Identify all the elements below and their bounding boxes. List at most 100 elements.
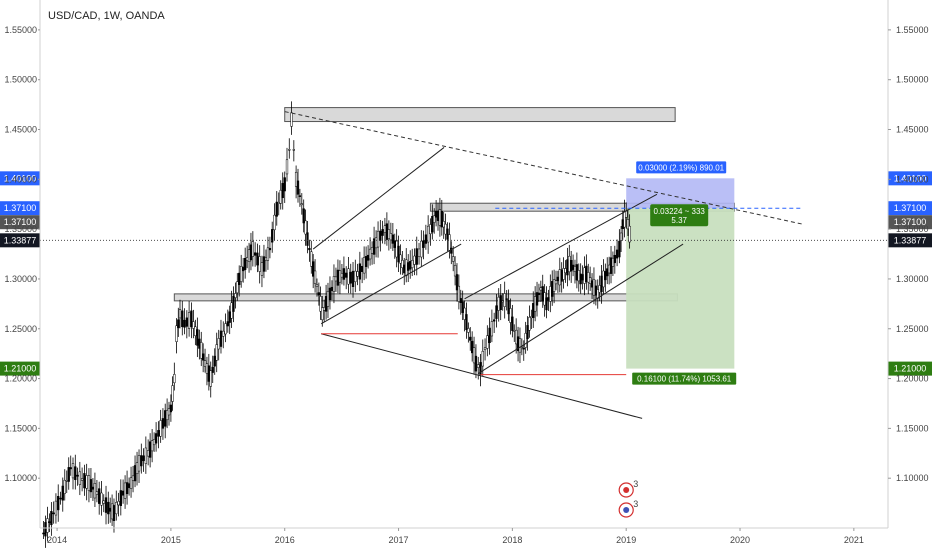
trendline	[321, 333, 643, 419]
candle-body	[326, 290, 330, 307]
candle-body	[323, 307, 326, 311]
candle-body	[164, 410, 167, 427]
candle-body	[554, 280, 558, 285]
y-tick-label-right: 1.55000	[896, 25, 929, 35]
candle-body	[368, 248, 372, 260]
target-label-text: 0.16100 (11.74%) 1053.61	[637, 375, 732, 384]
candle-body	[431, 215, 434, 233]
candle-body	[448, 234, 451, 251]
candle-body	[258, 256, 261, 272]
candle-body	[338, 270, 342, 283]
candle-body	[112, 505, 116, 521]
candle-body	[472, 347, 476, 364]
candle-body	[393, 240, 396, 248]
candle-body	[571, 264, 575, 270]
candle-body	[302, 208, 305, 224]
candle-body	[140, 455, 143, 467]
candle-body	[446, 228, 449, 240]
price-tag-left	[0, 361, 40, 376]
candle-body	[48, 521, 51, 523]
candle-body	[209, 370, 212, 387]
x-tick-label: 2018	[502, 535, 522, 545]
candle-body	[135, 462, 139, 474]
candle-body	[566, 259, 569, 276]
price-tag-left-label: 1.37100	[4, 203, 37, 213]
candle-body	[452, 256, 455, 262]
candle-body	[144, 447, 148, 464]
candle-body	[222, 330, 225, 337]
candle-body	[238, 272, 241, 286]
candle-body	[579, 273, 582, 285]
candle-body	[501, 300, 504, 303]
candle-body	[142, 455, 145, 462]
candle-body	[71, 463, 75, 479]
candle-body	[65, 480, 68, 482]
candle-body	[615, 249, 619, 259]
y-tick-label-right: 1.40000	[896, 174, 929, 184]
candle-body	[290, 112, 293, 127]
candle-body	[342, 268, 346, 280]
candle-body	[541, 286, 544, 302]
candle-body	[609, 257, 613, 274]
zone-box	[284, 107, 676, 123]
candle-body	[52, 512, 55, 515]
target-label-box	[632, 372, 737, 385]
candle-body	[190, 310, 193, 327]
candle-body	[67, 467, 70, 482]
candle-body	[298, 195, 302, 197]
y-tick-label-left: 1.50000	[4, 75, 37, 85]
candle-body	[107, 501, 110, 515]
candle-body	[607, 264, 611, 274]
candle-body	[507, 300, 510, 315]
candle-body	[606, 268, 609, 277]
candle-body	[247, 249, 251, 262]
candle-body	[205, 363, 209, 374]
candle-body	[455, 274, 459, 291]
candle-body	[310, 251, 313, 267]
candle-body	[207, 365, 210, 382]
candle-body	[80, 478, 84, 481]
y-tick-label-right: 1.15000	[896, 423, 929, 433]
candle-body	[251, 241, 255, 257]
price-tag-right-label: 1.37100	[894, 217, 927, 227]
candle-body	[469, 336, 472, 341]
candle-body	[590, 280, 594, 288]
candle-body	[324, 296, 328, 312]
candle-body	[457, 285, 461, 302]
candle-body	[215, 344, 218, 361]
candle-body	[581, 274, 584, 281]
candle-body	[46, 518, 49, 533]
candle-body	[244, 258, 247, 270]
price-tag-right	[888, 233, 932, 248]
candle-body	[74, 466, 77, 481]
candle-body	[63, 479, 66, 494]
candle-body	[366, 254, 370, 261]
candle-body	[173, 374, 176, 384]
candle-body	[196, 329, 199, 346]
candle-body	[129, 477, 133, 489]
candle-body	[109, 507, 112, 512]
price-tag-left	[0, 215, 40, 230]
candle-body	[509, 308, 512, 323]
candle-body	[178, 309, 182, 319]
candle-body	[436, 210, 440, 221]
candle-body	[283, 177, 286, 192]
y-tick-label-left: 1.35000	[4, 224, 37, 234]
price-tag-right	[888, 171, 932, 186]
candle-body	[349, 271, 352, 284]
candle-body	[611, 257, 615, 267]
x-tick-label: 2016	[275, 535, 295, 545]
candle-body	[568, 255, 571, 273]
candle-body	[328, 287, 332, 300]
candle-body	[119, 490, 122, 506]
candle-body	[623, 210, 626, 228]
candle-body	[604, 271, 607, 281]
candle-body	[234, 293, 237, 298]
candle-body	[127, 483, 131, 488]
price-tag-right-label: 1.33877	[894, 235, 927, 245]
candle-body	[347, 268, 350, 285]
candle-body	[577, 270, 580, 282]
candle-body	[217, 338, 220, 350]
candle-body	[596, 289, 599, 299]
candle-body	[354, 270, 357, 283]
